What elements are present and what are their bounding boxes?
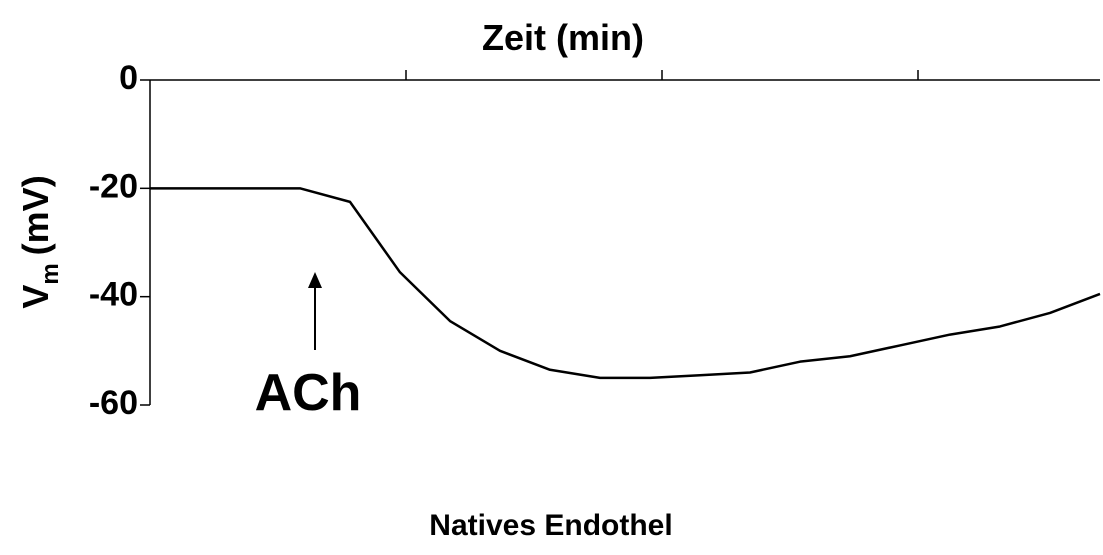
arrow-head — [308, 272, 322, 288]
x-axis-label: Zeit (min) — [482, 17, 644, 58]
y-tick-label: -60 — [89, 384, 138, 422]
annotation: ACh — [255, 364, 362, 422]
y-tick-label: -20 — [89, 167, 138, 205]
caption: Natives Endothel — [429, 509, 672, 542]
y-label-main: V — [15, 285, 56, 309]
y-label-unit: (mV) — [15, 175, 56, 255]
y-tick-label: -40 — [89, 276, 138, 314]
trace — [150, 187, 1101, 380]
y-axis-label: Vm (mV) — [15, 175, 64, 308]
y-label-subscript: m — [37, 263, 64, 284]
y-tick-label: 0 — [119, 59, 138, 97]
